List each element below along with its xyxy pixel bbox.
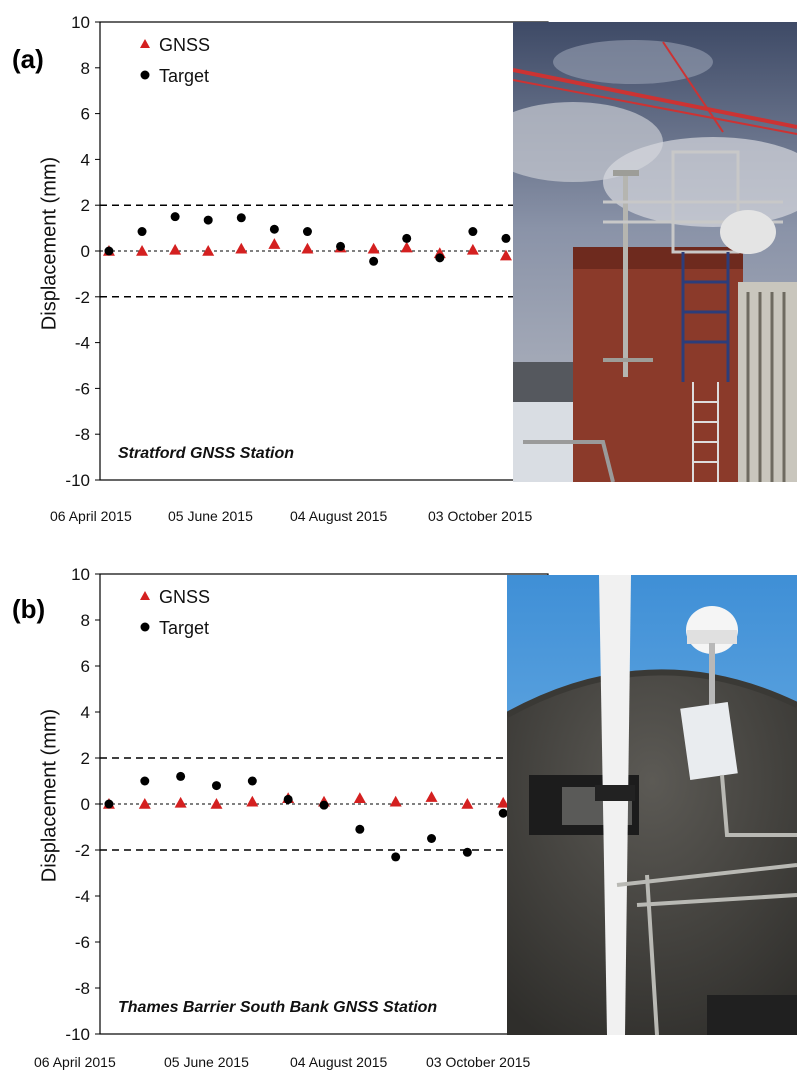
gnss-point [425,791,438,802]
legend-label: GNSS [159,587,210,607]
y-tick-label: 0 [81,795,90,814]
target-point [435,253,445,263]
gnss-point [353,792,366,804]
legend-label: Target [159,66,209,86]
y-tick-label: 2 [81,196,90,215]
gnss-point [210,798,223,809]
target-point [140,776,150,786]
target-point [336,241,346,251]
gnss-point [466,243,479,255]
y-tick-label: 2 [81,749,90,768]
station-annotation: Thames Barrier South Bank GNSS Station [118,999,437,1016]
gnss-point [497,796,510,808]
gnss-point [268,238,281,249]
legend-label: Target [159,618,209,638]
y-tick-label: -8 [75,425,90,444]
y-tick-label: -6 [75,379,90,398]
y-tick-label: -8 [75,979,90,998]
x-tick-label: 06 April 2015 [34,1054,116,1070]
target-point [302,227,312,237]
gnss-point [138,798,151,809]
y-tick-label: -2 [75,288,90,307]
target-point [391,852,401,862]
target-point [462,847,472,857]
target-point [203,215,213,225]
y-tick-label: 10 [71,13,90,32]
y-tick-label: 8 [81,59,90,78]
x-tick-label: 04 August 2015 [290,1054,388,1070]
panel-a: (a) Displacement (mm) 10 8 6 4 2 0 -2 -4 -6 -8 -10… [12,13,797,528]
gnss-point [174,796,187,808]
gnss-point [235,242,248,254]
target-point [211,781,221,791]
gnss-point [202,245,215,256]
gnss-point [461,798,474,809]
x-tick-label: 05 June 2015 [168,508,253,524]
target-point [319,800,329,810]
gnss-point [367,242,380,254]
target-point [369,256,379,266]
legend-target-marker [140,70,150,80]
dome-antenna-photo [507,575,797,1035]
target-point [468,227,478,237]
target-point [269,224,279,234]
x-tick-label: 03 October 2015 [426,1054,531,1070]
target-point [137,227,147,237]
y-tick-label: -6 [75,933,90,952]
target-point [104,799,114,809]
target-point [176,771,186,781]
y-tick-label: -4 [75,334,90,353]
gnss-point [301,242,314,254]
y-tick-label: 6 [81,105,90,124]
target-point [501,233,511,243]
gnss-point [400,241,413,253]
y-tick-label: 10 [71,565,90,584]
x-tick-label: 04 August 2015 [290,508,388,524]
y-tick-label: 4 [81,703,90,722]
photo-stratford-station [513,22,797,482]
y-tick-label: -10 [65,1025,90,1044]
gnss-point [136,245,149,256]
x-tick-label: 05 June 2015 [164,1054,249,1070]
x-tick-labels: 06 April 2015 05 June 2015 04 August 201… [28,1054,588,1074]
panel-label: (b) [12,594,46,624]
panel-b: (b) 10 8 6 4 2 0 -2 -4 -6 -8 -10 GNSS Target Thames B… [0,550,797,1075]
y-tick-label: 8 [81,611,90,630]
chart-b: 10 8 6 4 2 0 -2 -4 -6 -8 -10 GNSS Target Thames Barri… [65,565,549,1044]
chart-a: 10 8 6 4 2 0 -2 -4 -6 -8 -10 GNSS Target Stratford GN… [65,13,549,490]
y-tick-label: 4 [81,150,90,169]
photo-thames-barrier-station [507,575,797,1035]
legend-target-marker [140,622,150,632]
x-tick-labels: 06 April 2015 05 June 2015 04 August 201… [28,508,588,528]
target-point [427,834,437,843]
gnss-point [389,795,402,807]
target-point [104,246,114,256]
x-tick-label: 03 October 2015 [428,508,533,524]
legend-label: GNSS [159,35,210,55]
y-tick-label: -10 [65,471,90,490]
legend-gnss-marker [140,591,150,600]
target-point [355,824,365,834]
rooftop-antenna-photo [513,22,797,482]
target-point [170,212,180,222]
y-axis-label: Displacement (mm) [38,708,61,883]
legend-gnss-marker [140,39,150,48]
gnss-point [246,795,259,807]
y-tick-label: 6 [81,657,90,676]
target-point [402,233,412,243]
target-point [283,794,293,804]
panel-label: (a) [12,44,44,74]
station-annotation: Stratford GNSS Station [118,445,294,462]
y-tick-label: 0 [81,242,90,261]
target-point [498,808,508,818]
target-point [247,776,257,786]
target-point [236,213,246,223]
x-tick-label: 06 April 2015 [50,508,132,524]
gnss-point [499,249,512,261]
y-tick-label: -2 [75,841,90,860]
gnss-point [169,243,182,255]
y-tick-label: -4 [75,887,90,906]
